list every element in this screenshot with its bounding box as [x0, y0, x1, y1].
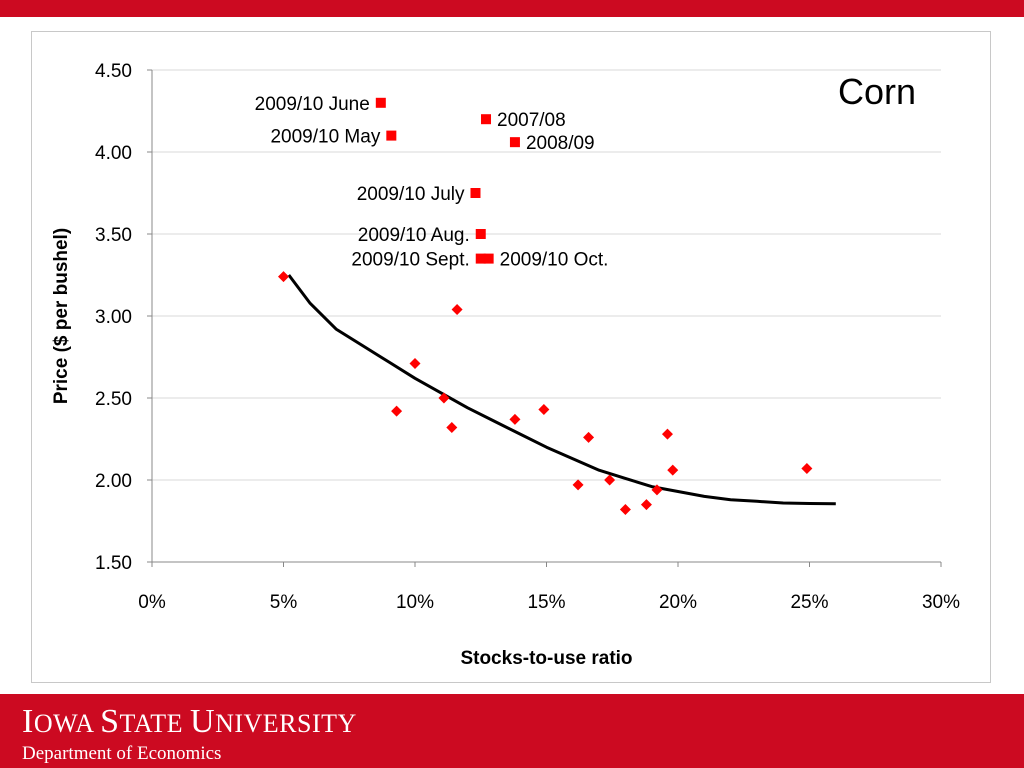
x-tick-label: 5% — [270, 592, 298, 613]
data-point-diamond — [509, 413, 521, 425]
y-tick-label: 2.00 — [95, 471, 132, 492]
data-point-square — [483, 253, 494, 264]
data-label: 2009/10 Oct. — [500, 250, 609, 271]
data-point-diamond — [438, 392, 450, 404]
data-point-square — [481, 114, 492, 125]
y-tick-label: 3.50 — [95, 225, 132, 246]
top-accent-bar — [0, 0, 1024, 17]
data-point-diamond — [572, 479, 584, 491]
y-tick-label: 2.50 — [95, 389, 132, 410]
data-label: 2009/10 May — [270, 127, 380, 148]
x-tick-label: 10% — [396, 592, 434, 613]
y-tick-label: 3.00 — [95, 307, 132, 328]
data-point-diamond — [619, 504, 631, 516]
y-tick-label: 4.50 — [95, 61, 132, 82]
department-name: Department of Economics — [22, 743, 222, 764]
data-point-diamond — [583, 431, 595, 443]
data-point-square — [470, 188, 481, 198]
data-point-diamond — [391, 405, 403, 417]
data-point-diamond — [451, 303, 463, 315]
x-tick-label: 15% — [527, 592, 565, 613]
data-point-diamond — [278, 271, 289, 283]
data-point-diamond — [538, 403, 550, 415]
y-axis-title: Price ($ per bushel) — [51, 228, 72, 404]
y-tick-label: 4.00 — [95, 143, 132, 164]
data-point-square — [475, 229, 486, 239]
data-label: 2009/10 June — [255, 94, 370, 115]
data-label: 2007/08 — [497, 110, 566, 131]
scatter-chart: 1.50 2.00 2.50 3.00 3.50 4.00 4.50 0% 5% 10% 15% 20… — [51, 61, 960, 669]
footer-banner: IOWA STATE UNIVERSITY Department of Econ… — [0, 694, 1024, 768]
data-point-diamond — [409, 358, 421, 370]
data-label: 2008/09 — [526, 133, 595, 154]
data-point-square — [509, 137, 520, 148]
data-label: 2009/10 Aug. — [358, 225, 470, 246]
university-wordmark: IOWA STATE UNIVERSITY — [22, 703, 357, 740]
data-point-diamond — [604, 474, 616, 486]
data-point-diamond — [801, 463, 813, 475]
trend-curve — [287, 274, 836, 506]
data-point-square — [475, 253, 486, 264]
x-tick-label: 30% — [922, 592, 960, 613]
data-point-square — [375, 97, 386, 108]
y-tick-label: 1.50 — [95, 553, 132, 574]
chart-frame: 1.50 2.00 2.50 3.00 3.50 4.00 4.50 0% 5% 10% 15% 20… — [31, 31, 991, 683]
x-tick-label: 20% — [659, 592, 697, 613]
data-point-diamond — [446, 422, 458, 434]
data-point-diamond — [640, 499, 652, 511]
data-point-diamond — [651, 484, 663, 496]
x-axis-title: Stocks-to-use ratio — [460, 648, 632, 669]
data-point-square — [386, 130, 397, 141]
data-label: 2009/10 Sept. — [351, 250, 469, 271]
x-tick-label: 0% — [138, 592, 166, 613]
data-point-diamond — [667, 464, 679, 476]
x-tick-label: 25% — [790, 592, 828, 613]
data-label: 2009/10 July — [357, 184, 465, 205]
chart-title: Corn — [838, 71, 916, 112]
data-point-diamond — [661, 428, 673, 440]
